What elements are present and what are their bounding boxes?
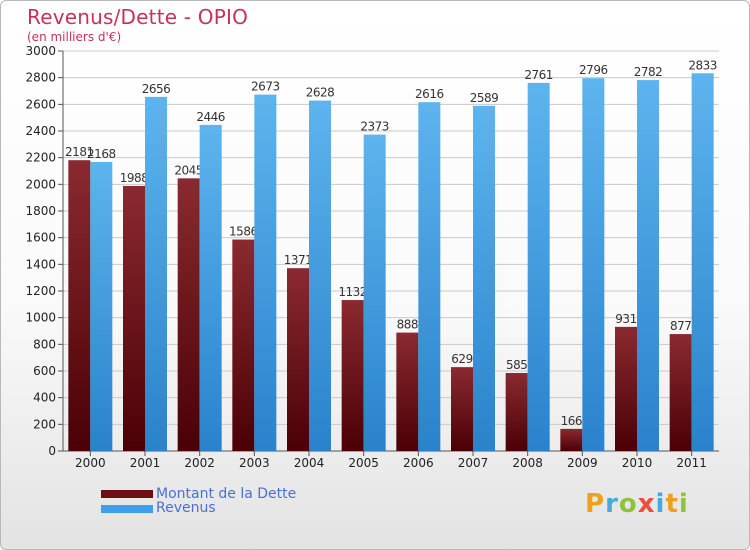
bar-revenus [473, 105, 495, 452]
data-label-revenus: 2589 [470, 91, 499, 105]
y-tick-label: 2200 [25, 151, 56, 165]
y-tick-label: 200 [33, 417, 56, 431]
bar-revenus [254, 94, 277, 451]
bar-dette [615, 326, 637, 451]
bar-dette [505, 373, 528, 451]
bar-revenus [145, 96, 167, 451]
x-tick-label: 2006 [403, 456, 434, 470]
chart-title: Revenus/Dette - OPIO [27, 5, 249, 29]
bar-revenus [90, 161, 113, 451]
data-label-revenus: 2673 [251, 80, 280, 94]
x-tick-label: 2001 [130, 456, 161, 470]
bar-revenus [527, 82, 550, 451]
x-tick-label: 2005 [348, 456, 379, 470]
y-tick-label: 1600 [25, 231, 56, 245]
y-tick-label: 600 [33, 364, 56, 378]
data-label-dette: 2045 [174, 163, 203, 177]
bar-dette [341, 300, 364, 451]
bar-dette [177, 178, 200, 452]
y-tick-label: 400 [33, 391, 56, 405]
bar-revenus [691, 73, 714, 452]
data-label-revenus: 2833 [688, 58, 717, 72]
y-tick-label: 1400 [25, 257, 56, 271]
y-tick-label: 2600 [25, 97, 56, 111]
bar-dette [232, 239, 255, 451]
bar-dette [396, 332, 419, 451]
data-label-revenus: 2761 [524, 68, 553, 82]
legend-swatch-dette [101, 490, 153, 498]
y-tick-label: 2800 [25, 71, 56, 85]
data-label-revenus: 2628 [306, 86, 335, 100]
bar-revenus [582, 78, 605, 451]
data-label-revenus: 2796 [579, 63, 608, 77]
y-tick-label: 0 [48, 444, 56, 458]
data-label-revenus: 2616 [415, 87, 444, 101]
data-label-revenus: 2168 [87, 147, 116, 161]
x-tick-label: 2003 [239, 456, 270, 470]
data-label-dette: 931 [615, 312, 636, 326]
y-tick-label: 1000 [25, 311, 56, 325]
y-tick-label: 2400 [25, 124, 56, 138]
y-tick-label: 3000 [25, 44, 56, 58]
y-tick-label: 800 [33, 337, 56, 351]
data-label-revenus: 2446 [196, 110, 225, 124]
data-label-dette: 1371 [284, 253, 313, 267]
bar-revenus [309, 100, 331, 451]
bar-dette [68, 160, 91, 451]
x-tick-label: 2007 [458, 456, 489, 470]
x-tick-label: 2004 [294, 456, 325, 470]
y-tick-label: 1800 [25, 204, 56, 218]
x-tick-label: 2008 [512, 456, 543, 470]
bar-dette [669, 334, 692, 451]
data-label-dette: 1988 [120, 171, 149, 185]
x-tick-label: 2010 [622, 456, 653, 470]
bar-revenus [637, 80, 659, 452]
data-label-dette: 629 [451, 352, 472, 366]
data-label-dette: 1132 [338, 285, 367, 299]
data-label-dette: 2181 [65, 145, 94, 159]
x-tick-label: 2000 [75, 456, 106, 470]
data-label-dette: 585 [506, 358, 527, 372]
bar-dette [560, 428, 583, 451]
bar-dette [451, 367, 473, 451]
bar-revenus [199, 124, 222, 451]
legend-swatch-revenus [101, 505, 153, 513]
legend-label-dette: Montant de la Dette [156, 486, 297, 502]
data-label-dette: 877 [670, 319, 691, 333]
data-label-revenus: 2782 [634, 65, 663, 79]
y-tick-label: 2000 [25, 177, 56, 191]
chart-subtitle: (en milliers d'€) [27, 30, 122, 44]
data-label-revenus: 2656 [142, 82, 171, 96]
data-label-dette: 166 [561, 414, 582, 428]
x-tick-label: 2009 [567, 456, 598, 470]
data-label-dette: 1586 [229, 225, 258, 239]
data-label-dette: 888 [397, 318, 418, 332]
y-tick-label: 1200 [25, 284, 56, 298]
bar-dette [287, 268, 309, 451]
proxiti-logo: Proxiti [585, 489, 689, 519]
x-tick-label: 2002 [184, 456, 215, 470]
legend-label-revenus: Revenus [156, 500, 216, 516]
data-label-revenus: 2373 [360, 120, 389, 134]
bar-revenus [418, 102, 441, 451]
bar-revenus [363, 134, 386, 451]
x-tick-label: 2011 [676, 456, 707, 470]
bar-dette [123, 185, 145, 451]
